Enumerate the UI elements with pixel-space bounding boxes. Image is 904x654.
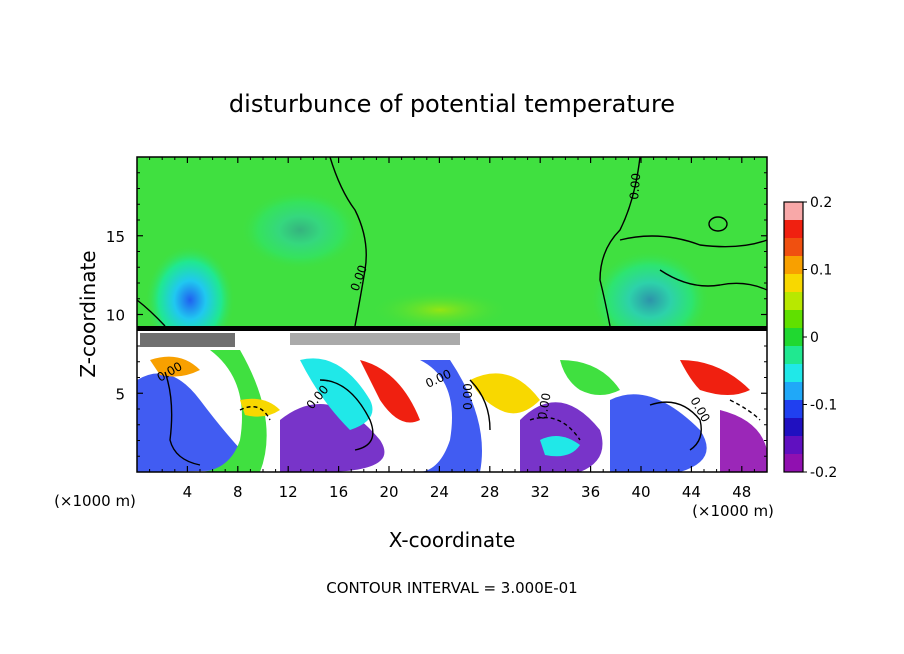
colorbar-tick-label: 0.1	[810, 263, 832, 279]
colorbar-swatch	[784, 364, 803, 383]
x-tick-label: 44	[682, 483, 701, 501]
colorbar-tick-label: -0.2	[810, 465, 837, 481]
colorbar	[784, 202, 803, 473]
colorbar-swatch	[784, 202, 803, 221]
x-tick-label: 36	[581, 483, 600, 501]
contour-interval-note: CONTOUR INTERVAL = 3.000E-01	[326, 579, 577, 597]
heatmap-field: 0.00 0.00 0.00 0.00 0.00 0.00 0.00 0.00	[137, 157, 767, 472]
colorbar-swatch	[784, 328, 803, 347]
y-axis-title: Z-coordinate	[76, 250, 100, 377]
turbulent-structures	[137, 350, 767, 472]
contour-line	[239, 406, 271, 421]
x-tick-label: 8	[233, 483, 243, 501]
contour-line	[137, 299, 166, 327]
eddy-yellow	[240, 398, 280, 417]
x-tick-label: 20	[379, 483, 398, 501]
contour-line	[469, 379, 491, 431]
contour-line	[529, 416, 581, 441]
y-tick-label: 5	[115, 385, 125, 403]
contour-line	[319, 379, 374, 451]
contour-line	[708, 216, 728, 232]
x-tick-label: 32	[531, 483, 550, 501]
eddy-cyan	[540, 436, 580, 457]
eddy-blue	[420, 360, 482, 472]
warm-anomaly	[370, 290, 510, 330]
colorbar-swatch	[784, 382, 803, 401]
colorbar-swatch	[784, 400, 803, 419]
colorbar-swatch	[784, 436, 803, 455]
x-unit-label: (×1000 m)	[54, 492, 136, 510]
contour-line	[649, 401, 702, 451]
colorbar-tick-label: 0	[810, 330, 819, 346]
contour-label: 0.00	[461, 383, 475, 410]
eddy-red	[680, 360, 750, 395]
eddy-blue	[610, 394, 707, 472]
x-tick-label: 28	[480, 483, 499, 501]
eddy-green	[560, 360, 620, 395]
cool-anomaly	[240, 190, 360, 270]
colorbar-swatch	[784, 454, 803, 473]
cool-anomaly	[590, 250, 710, 350]
x-tick-label: 24	[430, 483, 449, 501]
colorbar-tick-label: 0.2	[810, 195, 832, 211]
eddy-red	[360, 360, 420, 423]
colorbar-swatch	[784, 238, 803, 257]
x-tick-label: 48	[732, 483, 751, 501]
eddy-cyan	[300, 358, 373, 430]
eddy-purple	[720, 410, 767, 472]
colorbar-swatch	[784, 220, 803, 239]
x-axis-title: X-coordinate	[389, 528, 516, 552]
x-unit-label-right: (×1000 m)	[692, 502, 774, 520]
colorbar-swatch	[784, 418, 803, 437]
colorbar-tick-label: -0.1	[810, 398, 837, 414]
x-tick-label: 12	[279, 483, 298, 501]
tropopause-band	[137, 326, 767, 330]
contour-line	[599, 157, 641, 327]
eddy-orange	[150, 356, 200, 377]
eddy-blue	[137, 373, 260, 472]
tropopause-band	[137, 330, 767, 331]
x-tick-label: 40	[631, 483, 650, 501]
colorbar-swatch	[784, 310, 803, 329]
eddy-green	[200, 350, 267, 472]
contour-line	[619, 235, 767, 248]
contour-line	[164, 371, 201, 466]
y-axis: 5 10 15	[106, 172, 767, 457]
colorbar-swatch	[784, 256, 803, 275]
contour-lines	[137, 157, 767, 466]
contour-label: 0.00	[627, 172, 643, 200]
y-tick-label: 15	[106, 228, 125, 246]
y-tick-label: 10	[106, 307, 125, 325]
tropopause-hatch	[290, 333, 460, 345]
contour-label: 0.00	[535, 392, 553, 421]
x-axis: 4 8 12 16 20 24 28 32 36 40 44 48	[149, 157, 755, 501]
colorbar-swatch	[784, 274, 803, 293]
contour-line	[729, 399, 761, 421]
eddy-yellow	[470, 373, 540, 414]
colorbar-ticks: 0.2 0.1 0 -0.1 -0.2	[803, 195, 837, 481]
x-tick-label: 16	[329, 483, 348, 501]
chart-title: disturbunce of potential temperature	[229, 90, 675, 118]
contour-line	[659, 269, 767, 291]
contour-line	[329, 157, 367, 327]
tropopause-hatch	[140, 333, 235, 347]
colorbar-swatch	[784, 292, 803, 311]
colorbar-swatch	[784, 346, 803, 365]
x-tick-label: 4	[183, 483, 193, 501]
